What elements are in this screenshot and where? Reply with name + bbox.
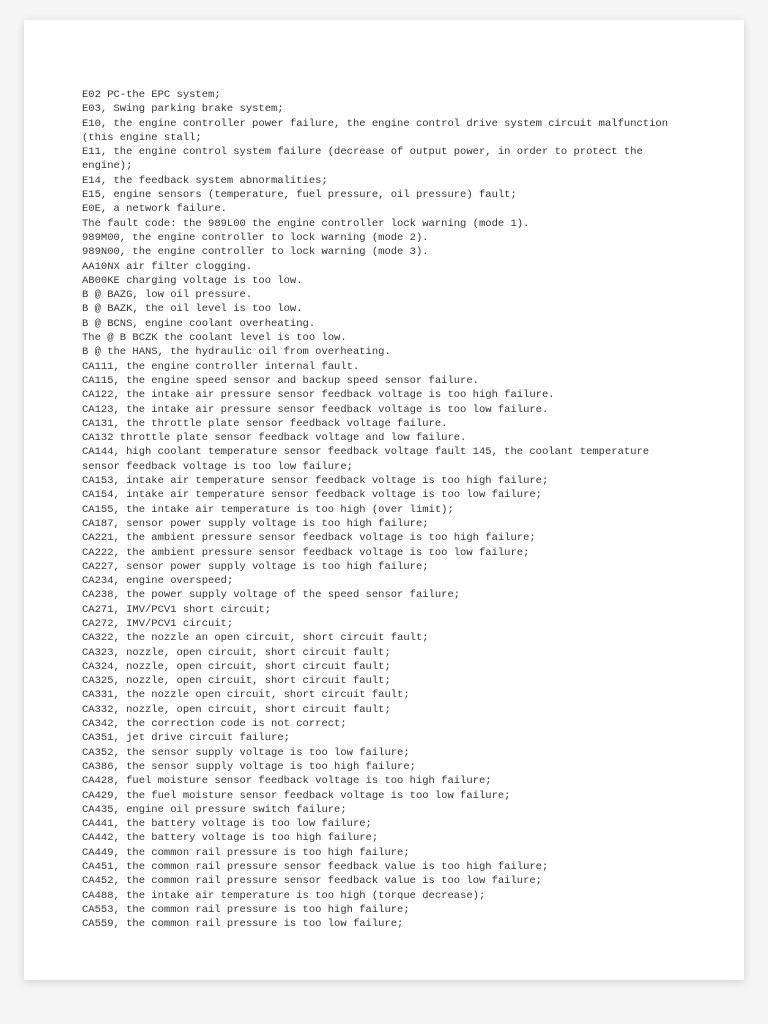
fault-code-line: CA429, the fuel moisture sensor feedback… — [82, 789, 686, 803]
fault-code-line: CA154, intake air temperature sensor fee… — [82, 488, 686, 502]
fault-code-list: E02 PC-the EPC system;E03, Swing parking… — [82, 88, 686, 932]
fault-code-line: CA234, engine overspeed; — [82, 574, 686, 588]
fault-code-line: CA144, high coolant temperature sensor f… — [82, 445, 686, 474]
fault-code-line: CA325, nozzle, open circuit, short circu… — [82, 674, 686, 688]
fault-code-line: CA115, the engine speed sensor and backu… — [82, 374, 686, 388]
fault-code-line: CA352, the sensor supply voltage is too … — [82, 746, 686, 760]
fault-code-line: The fault code: the 989L00 the engine co… — [82, 217, 686, 231]
fault-code-line: B @ BAZK, the oil level is too low. — [82, 302, 686, 316]
fault-code-line: CA452, the common rail pressure sensor f… — [82, 874, 686, 888]
fault-code-line: The @ B BCZK the coolant level is too lo… — [82, 331, 686, 345]
fault-code-line: CA449, the common rail pressure is too h… — [82, 846, 686, 860]
fault-code-line: B @ the HANS, the hydraulic oil from ove… — [82, 345, 686, 359]
fault-code-line: E10, the engine controller power failure… — [82, 117, 686, 146]
fault-code-line: CA488, the intake air temperature is too… — [82, 889, 686, 903]
fault-code-line: CA187, sensor power supply voltage is to… — [82, 517, 686, 531]
fault-code-line: CA238, the power supply voltage of the s… — [82, 588, 686, 602]
fault-code-line: CA553, the common rail pressure is too h… — [82, 903, 686, 917]
fault-code-line: E0E, a network failure. — [82, 202, 686, 216]
fault-code-line: CA351, jet drive circuit failure; — [82, 731, 686, 745]
fault-code-line: 989M00, the engine controller to lock wa… — [82, 231, 686, 245]
fault-code-line: CA559, the common rail pressure is too l… — [82, 917, 686, 931]
fault-code-line: CA111, the engine controller internal fa… — [82, 360, 686, 374]
fault-code-line: CA441, the battery voltage is too low fa… — [82, 817, 686, 831]
fault-code-line: E02 PC-the EPC system; — [82, 88, 686, 102]
fault-code-line: E15, engine sensors (temperature, fuel p… — [82, 188, 686, 202]
fault-code-line: CA222, the ambient pressure sensor feedb… — [82, 546, 686, 560]
fault-code-line: CA323, nozzle, open circuit, short circu… — [82, 646, 686, 660]
fault-code-line: CA123, the intake air pressure sensor fe… — [82, 403, 686, 417]
fault-code-line: B @ BCNS, engine coolant overheating. — [82, 317, 686, 331]
fault-code-line: CA155, the intake air temperature is too… — [82, 503, 686, 517]
fault-code-line: CA428, fuel moisture sensor feedback vol… — [82, 774, 686, 788]
fault-code-line: AA10NX air filter clogging. — [82, 260, 686, 274]
fault-code-line: CA332, nozzle, open circuit, short circu… — [82, 703, 686, 717]
fault-code-line: CA221, the ambient pressure sensor feedb… — [82, 531, 686, 545]
fault-code-line: CA132 throttle plate sensor feedback vol… — [82, 431, 686, 445]
fault-code-line: CA322, the nozzle an open circuit, short… — [82, 631, 686, 645]
fault-code-line: CA131, the throttle plate sensor feedbac… — [82, 417, 686, 431]
fault-code-line: CA331, the nozzle open circuit, short ci… — [82, 688, 686, 702]
fault-code-line: E11, the engine control system failure (… — [82, 145, 686, 174]
fault-code-line: B @ BAZG, low oil pressure. — [82, 288, 686, 302]
fault-code-line: CA442, the battery voltage is too high f… — [82, 831, 686, 845]
fault-code-line: AB00KE charging voltage is too low. — [82, 274, 686, 288]
document-page: E02 PC-the EPC system;E03, Swing parking… — [24, 20, 744, 980]
fault-code-line: CA153, intake air temperature sensor fee… — [82, 474, 686, 488]
fault-code-line: CA271, IMV/PCV1 short circuit; — [82, 603, 686, 617]
fault-code-line: CA122, the intake air pressure sensor fe… — [82, 388, 686, 402]
fault-code-line: CA451, the common rail pressure sensor f… — [82, 860, 686, 874]
fault-code-line: 989N00, the engine controller to lock wa… — [82, 245, 686, 259]
fault-code-line: E14, the feedback system abnormalities; — [82, 174, 686, 188]
fault-code-line: CA324, nozzle, open circuit, short circu… — [82, 660, 686, 674]
fault-code-line: CA386, the sensor supply voltage is too … — [82, 760, 686, 774]
fault-code-line: E03, Swing parking brake system; — [82, 102, 686, 116]
fault-code-line: CA435, engine oil pressure switch failur… — [82, 803, 686, 817]
fault-code-line: CA227, sensor power supply voltage is to… — [82, 560, 686, 574]
fault-code-line: CA342, the correction code is not correc… — [82, 717, 686, 731]
fault-code-line: CA272, IMV/PCV1 circuit; — [82, 617, 686, 631]
